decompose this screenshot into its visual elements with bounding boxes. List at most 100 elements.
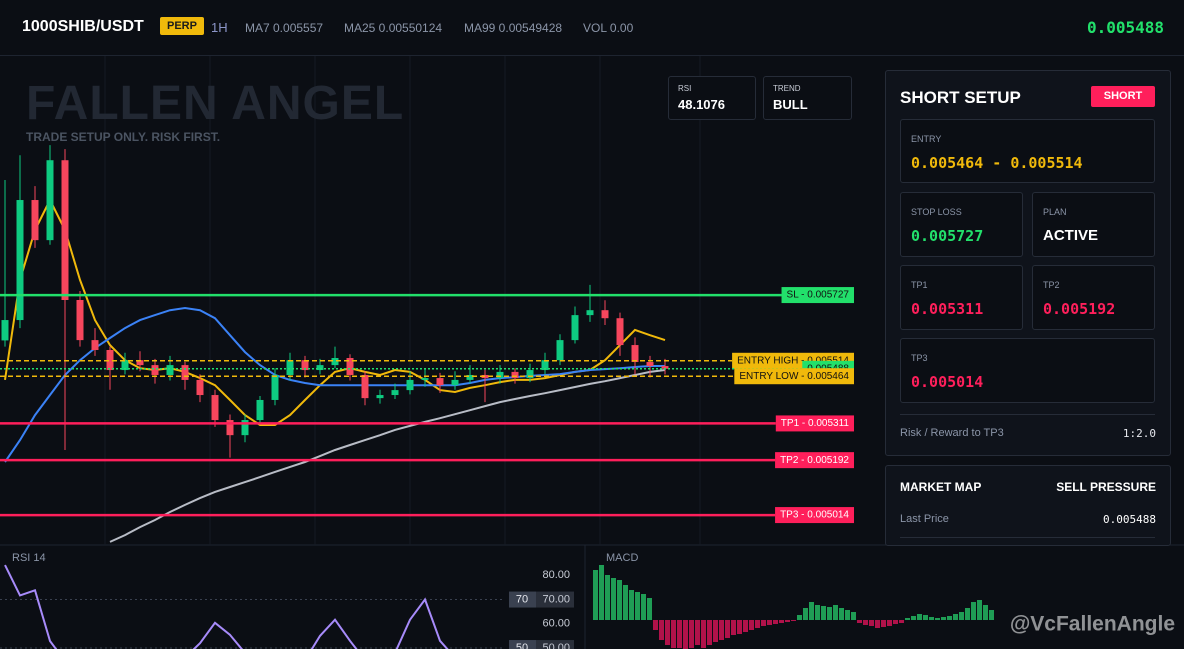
candle-body xyxy=(91,340,99,350)
macd-bar xyxy=(731,620,736,635)
macd-bar xyxy=(809,602,814,620)
macd-bar xyxy=(935,618,940,620)
macd-bar xyxy=(641,594,646,620)
tp3-box: TP3 0.005014 xyxy=(900,338,1155,403)
macd-bar xyxy=(599,565,604,620)
tp1-box: TP1 0.005311 xyxy=(900,265,1023,330)
macd-bar xyxy=(623,585,628,620)
macd-bar xyxy=(719,620,724,640)
candle-body xyxy=(256,399,264,421)
tick-badge-bg xyxy=(536,591,574,608)
macd-bar xyxy=(677,620,682,648)
level-badge-bg xyxy=(509,640,536,649)
level-label-bg xyxy=(775,415,854,432)
rsi-line xyxy=(4,564,449,649)
macd-bar xyxy=(629,590,634,620)
macd-bar xyxy=(671,620,676,648)
macd-bar xyxy=(965,608,970,620)
level-badge: 70 xyxy=(516,593,528,605)
candle-body xyxy=(271,374,279,400)
candle-body xyxy=(616,318,624,346)
candle-body xyxy=(376,395,384,399)
rsi-label: RSI xyxy=(678,84,692,93)
candle-body xyxy=(136,360,144,366)
level-label-bg xyxy=(775,507,854,524)
level-label: ENTRY HIGH - 0.005514 xyxy=(737,355,849,366)
macd-bar xyxy=(863,620,868,625)
plan-box: PLAN ACTIVE xyxy=(1032,192,1155,257)
macd-bar xyxy=(881,620,886,627)
candle-body xyxy=(496,371,504,379)
entry-label: ENTRY xyxy=(911,134,942,144)
macd-bar xyxy=(695,620,700,645)
macd-bar xyxy=(917,614,922,620)
contract-badge: PERP xyxy=(160,17,204,35)
y-tick-label: 60.00 xyxy=(542,618,570,630)
stop-loss-value: 0.005727 xyxy=(911,227,984,245)
macd-bar xyxy=(839,608,844,620)
macd-bar xyxy=(797,615,802,620)
tp3-label: TP3 xyxy=(911,353,928,363)
candle-body xyxy=(166,365,174,375)
level-label-bg xyxy=(775,452,854,469)
macd-bar xyxy=(593,570,598,620)
macd-bar xyxy=(659,620,664,640)
volume: VOL 0.00 xyxy=(583,21,634,35)
symbol: 1000SHIB/USDT xyxy=(22,18,144,35)
candle-body xyxy=(346,358,354,375)
plan-label: PLAN xyxy=(1043,207,1067,217)
risk-reward-label: Risk / Reward to TP3 xyxy=(900,427,1004,439)
indicator-panel-bg xyxy=(0,545,1184,649)
candle-body xyxy=(586,310,594,316)
ma7: MA7 0.005557 xyxy=(245,21,324,35)
candle-body xyxy=(196,379,204,396)
macd-bar xyxy=(851,612,856,620)
macd-bar xyxy=(923,615,928,620)
candle-body xyxy=(106,349,114,371)
setup-card: SHORT SETUP SHORT ENTRY 0.005464 - 0.005… xyxy=(885,70,1171,456)
macd-bar xyxy=(941,617,946,620)
macd-bar xyxy=(689,620,694,648)
tick-badge-bg xyxy=(536,640,574,649)
candle-body xyxy=(301,360,309,371)
trend-value: BULL xyxy=(773,97,808,112)
macd-bar xyxy=(707,620,712,645)
candle-body xyxy=(451,379,459,386)
rsi-value: 48.1076 xyxy=(678,97,725,112)
macd-bar xyxy=(911,616,916,620)
top-bar: 1000SHIB/USDT PERP 1H MA7 0.005557 MA25 … xyxy=(0,0,1184,56)
macd-bar xyxy=(821,606,826,620)
divider xyxy=(900,537,1155,538)
candle-body xyxy=(286,360,294,375)
candle-body xyxy=(46,160,54,241)
candle-body xyxy=(556,340,564,361)
macd-bar xyxy=(743,620,748,632)
macd-bar xyxy=(605,575,610,620)
macd-bar xyxy=(929,617,934,620)
macd-bar xyxy=(899,620,904,623)
macd-bar xyxy=(905,618,910,620)
candle-body xyxy=(181,365,189,380)
candle-body xyxy=(646,362,654,367)
macd-bar xyxy=(785,620,790,622)
candle-body xyxy=(1,320,9,341)
plan-value: ACTIVE xyxy=(1043,227,1099,244)
macd-bar xyxy=(875,620,880,628)
macd-bar xyxy=(635,592,640,620)
direction-badge: SHORT xyxy=(1091,86,1155,107)
trend-box: TREND BULL xyxy=(763,76,852,120)
level-label: SL - 0.005727 xyxy=(787,290,850,301)
level-label: TP3 - 0.005014 xyxy=(780,510,849,521)
candle-body xyxy=(661,366,669,369)
macd-bar xyxy=(665,620,670,645)
macd-bar xyxy=(761,620,766,626)
macd-bar xyxy=(815,605,820,620)
moving-average xyxy=(109,369,666,543)
candle-body xyxy=(601,310,609,319)
market-status: SELL PRESSURE xyxy=(1056,480,1156,494)
macd-bar xyxy=(755,620,760,628)
ma99: MA99 0.00549428 xyxy=(464,21,563,35)
macd-bar xyxy=(647,598,652,620)
macd-bar xyxy=(869,620,874,626)
